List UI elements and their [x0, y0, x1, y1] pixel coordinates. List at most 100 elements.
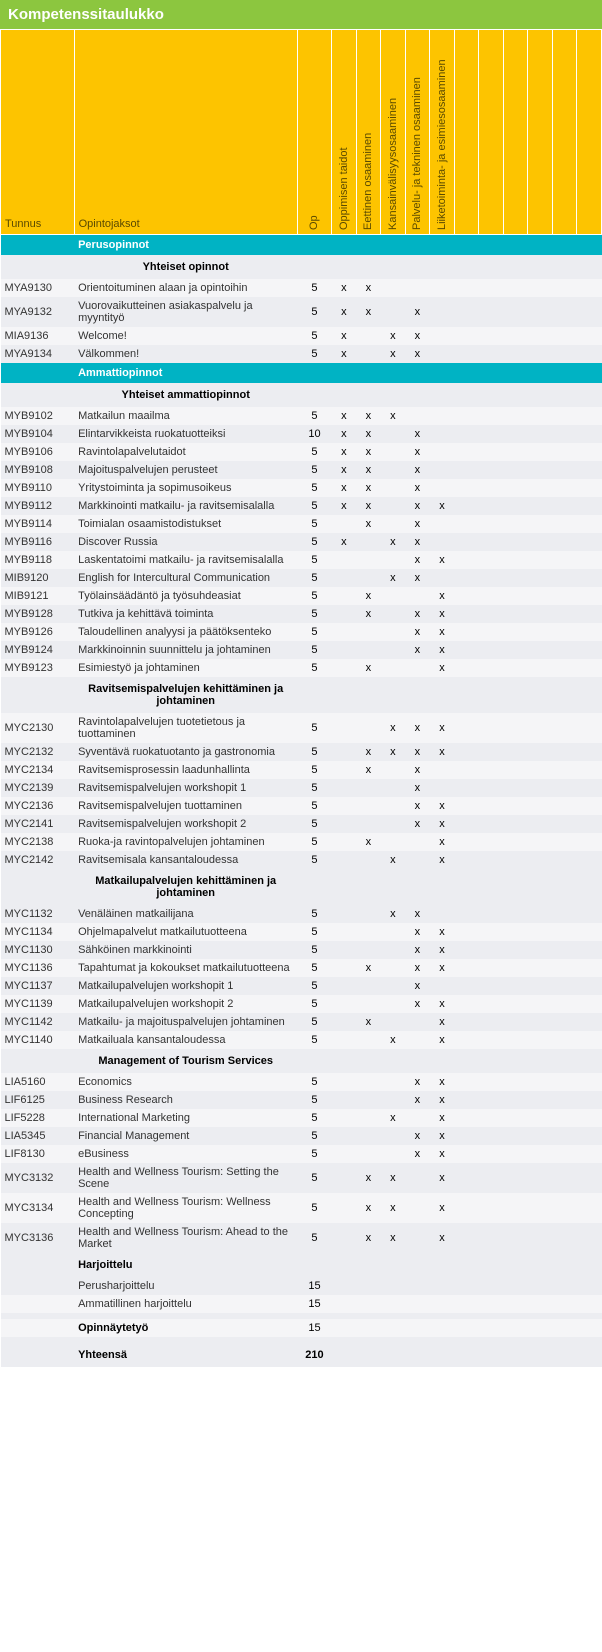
table-row: MYC2130Ravintolapalvelujen tuotetietous …	[1, 713, 602, 743]
cell-mark: x	[405, 779, 430, 797]
cell-mark: x	[381, 851, 406, 869]
cell-mark: x	[381, 407, 406, 425]
section-subheading: Management of Tourism Services	[1, 1049, 602, 1073]
cell-mark	[430, 479, 455, 497]
cell-mark: x	[405, 551, 430, 569]
cell-name: eBusiness	[74, 1145, 297, 1163]
cell-name: English for Intercultural Communication	[74, 569, 297, 587]
cell-mark: x	[430, 851, 455, 869]
cell-mark	[405, 1223, 430, 1253]
cell-code: MYC3136	[1, 1223, 75, 1253]
cell-op: 5	[297, 479, 331, 497]
table-row: MYC2132Syventävä ruokatuotanto ja gastro…	[1, 743, 602, 761]
cell-op: 5	[297, 923, 331, 941]
cell-mark: x	[356, 297, 381, 327]
cell-mark: x	[405, 995, 430, 1013]
cell-mark	[381, 1091, 406, 1109]
section-subheading: Harjoittelu	[1, 1253, 602, 1277]
cell-mark	[332, 641, 357, 659]
cell-code: MYC1134	[1, 923, 75, 941]
table-row: MYB9116Discover Russia5xxx	[1, 533, 602, 551]
cell-op: 5	[297, 1193, 331, 1223]
cell-op: 5	[297, 1091, 331, 1109]
cell-name: Economics	[74, 1073, 297, 1091]
cell-mark	[356, 977, 381, 995]
cell-mark	[332, 1295, 357, 1313]
cell-op: 5	[297, 1163, 331, 1193]
cell-mark	[381, 779, 406, 797]
cell-mark: x	[405, 761, 430, 779]
cell-mark: x	[430, 1073, 455, 1091]
cell-mark	[332, 761, 357, 779]
cell-op: 15	[297, 1295, 331, 1313]
cell-mark	[405, 1295, 430, 1313]
cell-mark: x	[405, 1127, 430, 1145]
cell-mark	[356, 1145, 381, 1163]
cell-mark	[332, 923, 357, 941]
cell-mark	[381, 623, 406, 641]
cell-mark	[381, 479, 406, 497]
cell-mark: x	[405, 297, 430, 327]
cell-op: 5	[297, 497, 331, 515]
cell-mark	[430, 297, 455, 327]
cell-mark	[332, 1127, 357, 1145]
cell-mark	[332, 1163, 357, 1193]
cell-mark: x	[356, 407, 381, 425]
cell-code: MYC2138	[1, 833, 75, 851]
cell-mark: x	[430, 587, 455, 605]
cell-mark	[430, 761, 455, 779]
cell-op: 5	[297, 1223, 331, 1253]
cell-op: 5	[297, 941, 331, 959]
cell-mark	[405, 1163, 430, 1193]
cell-mark: x	[430, 1013, 455, 1031]
cell-op: 5	[297, 713, 331, 743]
cell-mark	[356, 713, 381, 743]
cell-mark	[405, 1193, 430, 1223]
cell-mark: x	[405, 1145, 430, 1163]
cell-code: MYC2134	[1, 761, 75, 779]
cell-name: Esimiestyö ja johtaminen	[74, 659, 297, 677]
cell-mark	[356, 1031, 381, 1049]
cell-mark: x	[356, 1223, 381, 1253]
table-row: MYC2141Ravitsemispalvelujen workshopit 2…	[1, 815, 602, 833]
cell-mark	[381, 977, 406, 995]
cell-name: Discover Russia	[74, 533, 297, 551]
cell-mark	[356, 941, 381, 959]
table-header-row: TunnusOpintojaksotOpOppimisen taidotEett…	[1, 30, 602, 235]
cell-mark	[332, 713, 357, 743]
cell-mark	[405, 279, 430, 297]
cell-mark: x	[430, 641, 455, 659]
table-row: MYC2142Ravitsemisala kansantaloudessa5xx	[1, 851, 602, 869]
cell-name: Ruoka-ja ravintopalvelujen johtaminen	[74, 833, 297, 851]
cell-mark: x	[332, 327, 357, 345]
cell-code: MYB9108	[1, 461, 75, 479]
cell-mark	[332, 941, 357, 959]
cell-mark	[356, 923, 381, 941]
cell-mark	[381, 923, 406, 941]
header-empty	[528, 30, 553, 235]
cell-mark: x	[430, 743, 455, 761]
cell-code: MYC2141	[1, 815, 75, 833]
cell-code: MYB9126	[1, 623, 75, 641]
cell-mark	[332, 797, 357, 815]
cell-mark	[405, 1013, 430, 1031]
table-row: MYC2138Ruoka-ja ravintopalvelujen johtam…	[1, 833, 602, 851]
table-row: MIB9120English for Intercultural Communi…	[1, 569, 602, 587]
cell-mark	[332, 833, 357, 851]
cell-name: Elintarvikkeista ruokatuotteiksi	[74, 425, 297, 443]
cell-mark: x	[356, 461, 381, 479]
cell-mark: x	[430, 1127, 455, 1145]
table-row: MYB9110Yritystoiminta ja sopimusoikeus5x…	[1, 479, 602, 497]
cell-mark: x	[356, 425, 381, 443]
header-code: Tunnus	[1, 30, 75, 235]
cell-mark	[430, 569, 455, 587]
cell-op: 5	[297, 587, 331, 605]
cell-mark: x	[405, 641, 430, 659]
cell-mark: x	[405, 623, 430, 641]
cell-op: 5	[297, 1073, 331, 1091]
page-title: Kompetenssitaulukko	[0, 0, 602, 29]
cell-mark: x	[356, 959, 381, 977]
cell-mark: x	[430, 1091, 455, 1109]
cell-code: MYB9123	[1, 659, 75, 677]
table-row: MYA9132Vuorovaikutteinen asiakaspalvelu …	[1, 297, 602, 327]
